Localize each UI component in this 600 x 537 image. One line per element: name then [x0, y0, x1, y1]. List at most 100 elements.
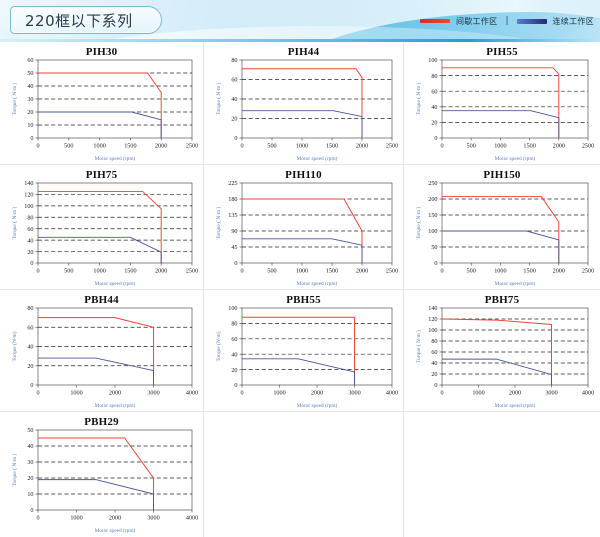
chart-plot: 0 20 40 60 80 0 1000 2000 3000 4000 Motor speed (r…: [11, 305, 198, 409]
page-header-banner: 220框以下系列 间歇工作区 | 连续工作区: [0, 0, 600, 42]
chart-cell-pbh75: PBH75 0 20 40 60 80 100 120 140 0 1000 2000 3000 4000…: [404, 290, 600, 412]
series-line-continuous: [38, 357, 154, 385]
y-tick-label: 60: [431, 349, 437, 356]
y-axis-title: Torque ( N·m ): [11, 82, 18, 115]
x-tick-label: 500: [64, 268, 73, 275]
y-tick-label: 60: [27, 57, 33, 64]
x-tick-label: 1500: [326, 268, 338, 275]
chart-title: PIH110: [285, 169, 322, 181]
y-tick-label: 0: [30, 260, 33, 267]
x-tick-label: 1000: [494, 268, 506, 275]
x-tick-label: 0: [440, 143, 443, 150]
x-tick-label: 2000: [356, 143, 368, 150]
series-line-continuous: [442, 110, 560, 138]
x-axis-title: Motor speed (rpm): [495, 402, 536, 409]
series-line-continuous: [442, 230, 560, 263]
x-tick-label: 1000: [472, 390, 484, 397]
chart-cell-pih150: PIH150 0 50 100 150 200 250 0 500 1000 1500 2000 250…: [404, 165, 600, 290]
x-tick-label: 500: [467, 268, 476, 275]
y-tick-label: 140: [428, 305, 437, 312]
x-tick-label: 4000: [386, 390, 398, 397]
chart-title: PIH30: [85, 46, 118, 58]
y-axis-title: Torque ( N·m ): [11, 453, 18, 486]
x-tick-label: 1000: [93, 268, 105, 275]
y-axis-title: Torque (N·m): [215, 331, 222, 361]
legend-intermittent-swatch: [419, 19, 450, 23]
chart-title: PBH29: [84, 416, 119, 428]
y-tick-label: 0: [234, 382, 237, 389]
x-tick-label: 0: [36, 390, 39, 397]
y-tick-label: 180: [228, 196, 237, 203]
chart-cell-pih75: PIH75 0 20 40 60 80 100 120 140 0 500 1000 1500 2000 2…: [0, 165, 204, 290]
series-line-continuous: [442, 358, 552, 385]
y-axis-title: Torque ( N·m ): [11, 206, 18, 239]
x-tick-label: 1000: [70, 390, 82, 397]
x-tick-label: 0: [240, 268, 243, 275]
y-tick-label: 250: [428, 180, 437, 187]
legend-continuous-swatch: [516, 18, 547, 24]
series-title-label: 220框以下系列: [25, 11, 133, 30]
series-line-intermittent: [38, 317, 154, 385]
chart-title: PBH44: [84, 294, 119, 306]
y-tick-label: 0: [30, 135, 33, 142]
y-tick-label: 40: [27, 237, 33, 244]
series-line-continuous: [38, 111, 162, 138]
x-tick-label: 2000: [553, 268, 565, 275]
x-axis-title: Motor speed (rpm): [95, 280, 136, 287]
chart-cell-pih44: PIH44 0 20 40 60 80 0 500 1000 1500 2000 2500 Motor …: [204, 42, 404, 165]
x-tick-label: 4000: [186, 390, 198, 397]
x-tick-label: 0: [36, 143, 39, 150]
series-line-intermittent: [242, 68, 363, 138]
series-line-intermittent: [442, 67, 560, 138]
x-tick-label: 3000: [348, 390, 360, 397]
series-line-continuous: [38, 479, 154, 510]
chart-plot: 0 20 40 60 80 0 500 1000 1500 2000 2500 Motor speed…: [215, 57, 398, 162]
x-tick-label: 0: [440, 268, 443, 275]
x-tick-label: 2000: [311, 390, 323, 397]
y-axis-title: Torque (N·m): [11, 331, 18, 361]
x-tick-label: 1000: [296, 143, 308, 150]
y-tick-label: 40: [27, 443, 33, 450]
series-line-intermittent: [242, 316, 355, 385]
x-tick-label: 0: [36, 268, 39, 275]
y-axis-title: Torque ( N·m ): [415, 330, 422, 363]
y-tick-label: 20: [231, 367, 237, 374]
x-tick-label: 2500: [186, 143, 198, 150]
x-tick-label: 500: [64, 143, 73, 150]
chart-grid: PIH30 0 10 20 30 40 50 60 0 500 1000 1500 2000 2500 Mo…: [0, 42, 600, 537]
chart-title: PIH44: [287, 46, 320, 58]
x-tick-label: 2000: [109, 515, 121, 522]
x-tick-label: 500: [267, 268, 276, 275]
x-tick-label: 2500: [582, 268, 594, 275]
x-axis-title: Motor speed (rpm): [495, 280, 536, 287]
x-tick-label: 2500: [386, 143, 398, 150]
x-axis-title: Motor speed (rpm): [95, 402, 136, 409]
y-tick-label: 0: [434, 260, 437, 267]
x-tick-label: 2500: [186, 268, 198, 275]
y-tick-label: 0: [30, 382, 33, 389]
series-line-continuous: [242, 110, 363, 138]
x-tick-label: 0: [240, 143, 243, 150]
series-line-intermittent: [38, 191, 162, 263]
y-tick-label: 80: [231, 321, 237, 328]
series-line-continuous: [242, 358, 355, 385]
y-tick-label: 40: [431, 360, 437, 367]
x-tick-label: 1000: [273, 390, 285, 397]
y-tick-label: 60: [27, 324, 33, 331]
x-tick-label: 3000: [147, 390, 159, 397]
y-tick-label: 90: [231, 228, 237, 235]
x-tick-label: 1500: [326, 143, 338, 150]
y-tick-label: 0: [434, 382, 437, 389]
series-line-continuous: [38, 236, 162, 263]
y-tick-label: 30: [27, 96, 33, 103]
chart-cell-empty-2: [404, 412, 600, 537]
x-axis-title: Motor speed (rpm): [297, 155, 338, 162]
y-tick-label: 20: [431, 120, 437, 127]
y-tick-label: 50: [27, 70, 33, 77]
y-tick-label: 200: [428, 196, 437, 203]
y-tick-label: 50: [431, 244, 437, 251]
y-tick-label: 80: [231, 57, 237, 64]
y-axis-title: Torque ( N·m ): [215, 82, 222, 115]
